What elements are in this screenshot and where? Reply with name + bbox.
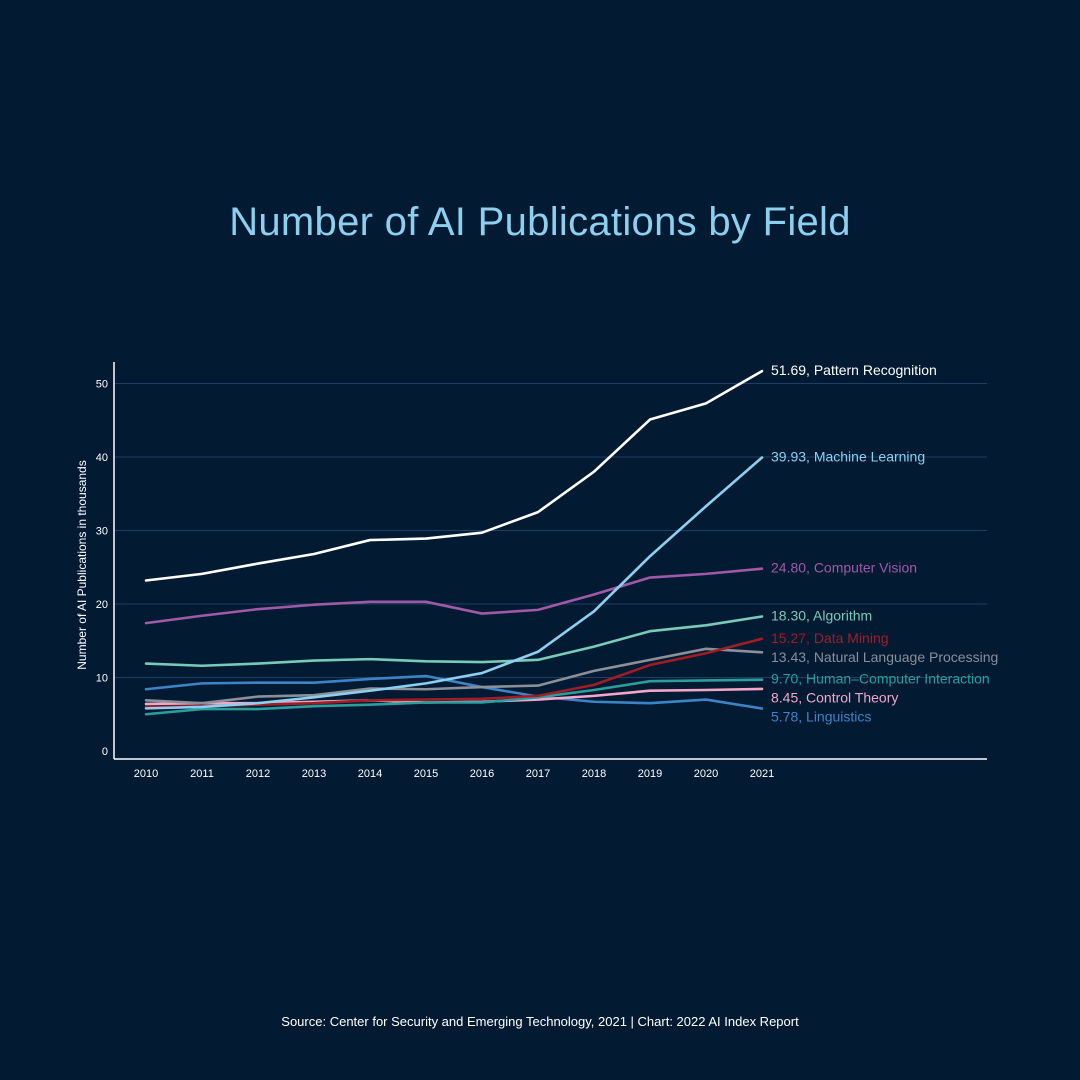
series-line-linguistics xyxy=(144,674,764,710)
end-label-natural-language-processing: 13.43, Natural Language Processing xyxy=(771,649,998,665)
end-label-human-computer-interaction: 9.70, Human–Computer Interaction xyxy=(771,671,990,687)
x-tick-label: 2014 xyxy=(358,768,382,780)
end-label-machine-learning: 39.93, Machine Learning xyxy=(771,449,925,465)
end-label-algorithm: 18.30, Algorithm xyxy=(771,607,872,623)
y-tick-label: 20 xyxy=(96,599,108,611)
x-tick-label: 2013 xyxy=(302,768,326,780)
x-tick-label: 2011 xyxy=(190,768,214,780)
y-axis-label: Number of AI Publications in thousands xyxy=(75,460,89,669)
chart-title: Number of AI Publications by Field xyxy=(229,200,851,244)
y-tick-label: 10 xyxy=(96,673,108,685)
series-end-labels: 51.69, Pattern Recognition 39.93, Machine… xyxy=(771,362,998,725)
tick-labels: 0 10 20 30 40 50 2010 2011 2012 2013 2014 2015 2016 2… xyxy=(96,379,774,781)
axes xyxy=(113,362,987,760)
x-tick-label: 2015 xyxy=(414,768,438,780)
end-label-pattern-recognition: 51.69, Pattern Recognition xyxy=(771,362,937,378)
x-tick-label: 2016 xyxy=(470,768,494,780)
series-line-human-computer-interaction xyxy=(144,678,764,716)
series-line-pattern-recognition xyxy=(144,369,764,582)
x-tick-label: 2018 xyxy=(582,768,606,780)
series-line-data-mining xyxy=(144,637,764,709)
source-note: Source: Center for Security and Emerging… xyxy=(281,1014,799,1029)
series-line-algorithm xyxy=(144,615,764,668)
y-tick-label: 30 xyxy=(96,526,108,538)
x-tick-label: 2010 xyxy=(134,768,158,780)
x-tick-label: 2012 xyxy=(246,768,270,780)
series-lines xyxy=(144,369,764,716)
series-line-computer-vision xyxy=(144,567,764,625)
x-tick-label: 2017 xyxy=(526,768,550,780)
y-tick-label: 0 xyxy=(102,746,108,758)
series-line-natural-language-processing xyxy=(144,647,764,705)
x-tick-label: 2021 xyxy=(750,768,774,780)
end-label-control-theory: 8.45, Control Theory xyxy=(771,690,898,706)
y-tick-label: 50 xyxy=(96,379,108,391)
grid-lines xyxy=(114,383,987,678)
y-tick-label: 40 xyxy=(96,452,108,464)
end-label-computer-vision: 24.80, Computer Vision xyxy=(771,560,917,576)
series-line-machine-learning xyxy=(144,456,764,710)
x-tick-label: 2019 xyxy=(638,768,662,780)
end-label-linguistics: 5.78, Linguistics xyxy=(771,709,871,725)
end-label-data-mining: 15.27, Data Mining xyxy=(771,630,889,646)
x-tick-label: 2020 xyxy=(694,768,718,780)
